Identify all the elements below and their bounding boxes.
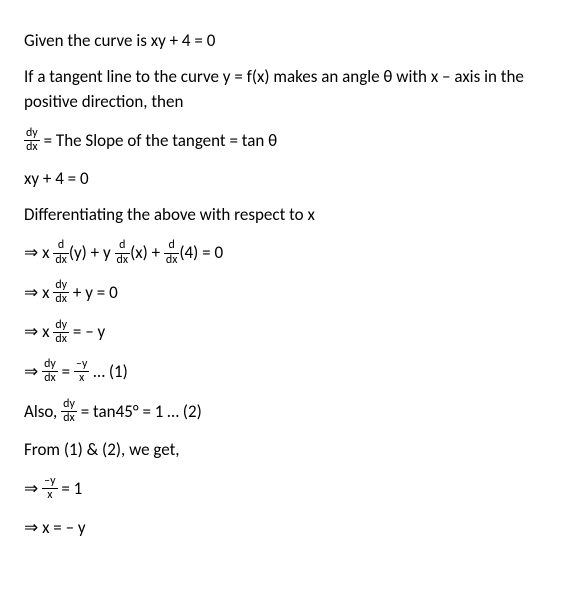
frac-dy-dx: dy dx [24, 127, 40, 154]
line-given: Given the curve is xy + 4 = 0 [24, 28, 537, 54]
eq-result: ⇒ x = – y [24, 514, 537, 541]
slope-text: = The Slope of the tangent = tan θ [40, 130, 277, 151]
line-eq: xy + 4 = 0 [24, 166, 537, 192]
line-tangent-def: If a tangent line to the curve y = f(x) … [24, 64, 537, 115]
eq-slope: dy dx = The Slope of the tangent = tan θ [24, 127, 537, 155]
eq-step4: ⇒ dydx = –yx … (1) [24, 358, 537, 386]
eq-step1: ⇒ x ddx(y) + y ddx(x) + ddx(4) = 0 [24, 239, 537, 267]
line-from12: From (1) & (2), we get, [24, 437, 537, 463]
eq-step2: ⇒ x dydx + y = 0 [24, 279, 537, 307]
eq-sub: ⇒ –yx = 1 [24, 475, 537, 503]
eq-step3: ⇒ x dydx = – y [24, 318, 537, 346]
line-diff: Differentiating the above with respect t… [24, 202, 537, 228]
eq-also: Also, dydx = tan45° = 1 … (2) [24, 398, 537, 426]
